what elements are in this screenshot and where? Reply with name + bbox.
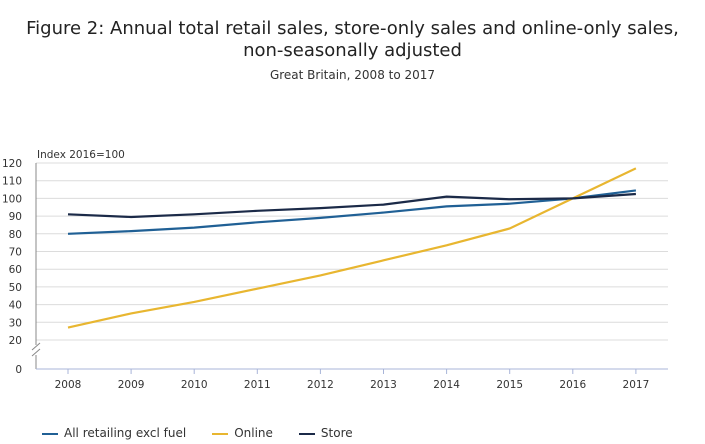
legend-item: Store <box>298 426 353 440</box>
legend: All retailing excl fuel Online Store <box>42 426 353 440</box>
y-tick-label: 60 <box>9 264 22 276</box>
y-tick-label: 100 <box>2 193 22 205</box>
y-tick-label: 20 <box>9 335 22 347</box>
legend-swatch <box>298 432 315 435</box>
y-tick-label: 50 <box>9 282 22 294</box>
legend-item: Online <box>212 426 273 440</box>
x-tick-label: 2013 <box>370 379 397 391</box>
series-line-all-retailing-excl-fuel <box>67 189 637 235</box>
series-line-store <box>67 192 636 219</box>
y-tick-label: 120 <box>2 158 22 170</box>
x-tick-label: 2011 <box>244 379 271 391</box>
y-tick-label: 110 <box>2 176 22 188</box>
x-tick-label: 2016 <box>559 379 586 391</box>
chart-title-line2: non-seasonally adjusted <box>243 40 462 61</box>
chart-subtitle: Great Britain, 2008 to 2017 <box>269 68 436 82</box>
y-tick-label: 80 <box>9 229 22 241</box>
series-line-online <box>67 167 637 329</box>
x-tick-label: 2009 <box>118 379 145 391</box>
y-tick-label: 90 <box>9 211 22 223</box>
x-tick-label: 2012 <box>307 379 334 391</box>
legend-label: All retailing excl fuel <box>64 426 187 440</box>
axis-break-mark <box>31 348 41 357</box>
y-axis-label: Index 2016=100 <box>37 149 125 161</box>
legend-swatch <box>42 432 58 435</box>
axis-break-mark <box>31 342 41 351</box>
x-tick-label: 2014 <box>433 379 460 391</box>
x-tick-label: 2010 <box>181 379 208 391</box>
legend-label: Online <box>234 426 273 440</box>
legend-label: Store <box>320 426 353 440</box>
legend-swatch <box>212 432 229 435</box>
y-tick-label: 0 <box>15 364 22 376</box>
legend-item: All retailing excl fuel <box>42 426 186 440</box>
y-tick-label: 70 <box>9 247 22 259</box>
chart-title-line1: Figure 2: Annual total retail sales, sto… <box>26 18 679 39</box>
x-tick-label: 2017 <box>623 379 650 391</box>
y-tick-label: 30 <box>9 317 22 329</box>
x-tick-label: 2008 <box>55 379 82 391</box>
y-tick-label: 40 <box>9 300 22 312</box>
x-tick-label: 2015 <box>496 379 523 391</box>
